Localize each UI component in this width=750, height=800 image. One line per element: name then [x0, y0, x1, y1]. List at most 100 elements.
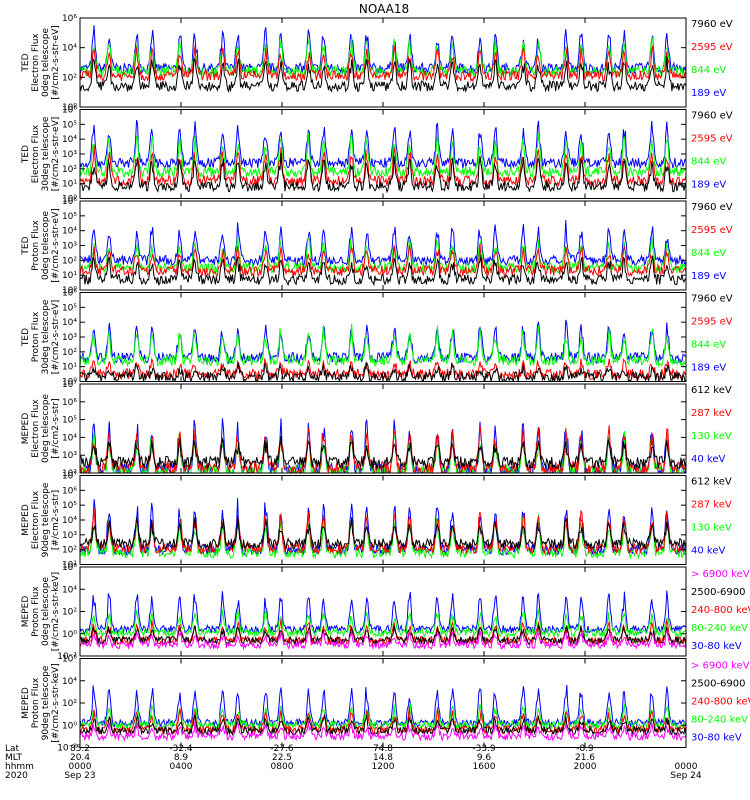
- y-tick-label: 10²: [62, 256, 77, 266]
- series-line-5-3: [80, 430, 686, 473]
- y-tick-label: 10⁴: [62, 318, 77, 328]
- y-tick-label: 10⁰: [62, 103, 77, 113]
- series-line-5-2: [80, 425, 686, 473]
- legend-entry: 7960 eV: [691, 202, 733, 213]
- y-tick-label: 10⁰: [62, 721, 77, 731]
- x-tick-label-date: Sep 23: [64, 771, 95, 781]
- legend-entry: 612 keV: [691, 385, 732, 396]
- x-tick-label-mlt: 21.6: [575, 753, 595, 763]
- y-tick-label: 10⁷: [62, 472, 77, 482]
- legend-entry: 287 keV: [691, 408, 732, 419]
- legend-entry: 2595 eV: [691, 317, 733, 328]
- y-tick-label: 10³: [62, 451, 77, 461]
- x-tick-label-mlt: 20.4: [70, 753, 90, 763]
- series-line-2-3: [80, 132, 686, 179]
- legend-entry: 40 keV: [691, 454, 725, 465]
- series-line-3-1: [80, 254, 686, 287]
- y-tick-label: 10²: [62, 165, 77, 175]
- x-tick-label-date: Sep 24: [670, 771, 702, 781]
- y-axis-label: TEDProton Flux0deg telescope[#/cm2-s-str…: [21, 208, 61, 283]
- legend-entry: 844 eV: [691, 157, 726, 168]
- y-tick-label: 10⁴: [62, 677, 77, 687]
- series-line-8-5: [80, 684, 686, 729]
- legend-entry: 189 eV: [691, 88, 726, 99]
- y-tick-label: 10⁴: [62, 585, 77, 595]
- legend-entry: 240-800 keV: [691, 605, 750, 616]
- y-tick-label: 10⁶: [62, 655, 77, 665]
- legend-entry: 2595 eV: [691, 42, 733, 53]
- series-line-1-1: [80, 56, 686, 94]
- panel-frame: [79, 292, 687, 382]
- x-tick-label-mlt: 8.9: [174, 753, 189, 763]
- x-tick-label-hhmm: 0000: [675, 762, 698, 772]
- series-line-1-2: [80, 44, 686, 83]
- series-line-8-4: [80, 702, 686, 731]
- panel-frame: [79, 383, 687, 474]
- legend-entry: 189 eV: [691, 180, 726, 191]
- series-line-8-1: [80, 720, 686, 742]
- legend-entry: 2595 eV: [691, 134, 733, 145]
- y-tick-label: 10³: [62, 150, 77, 160]
- y-tick-label: 10⁵: [62, 212, 77, 222]
- legend-entry: 80-240 keV: [691, 623, 748, 634]
- series-line-2-1: [80, 153, 686, 194]
- x-tick-label-lat: -8.9: [576, 744, 594, 754]
- panel-frame: [79, 17, 687, 108]
- y-tick-label: 10²: [62, 73, 77, 83]
- y-tick-label: 10²: [62, 608, 77, 618]
- y-tick-label: 10⁶: [62, 486, 77, 496]
- y-tick-label: 10³: [62, 242, 77, 252]
- legend-entry: 2500-6900: [691, 679, 746, 690]
- legend-entry: > 6900 keV: [691, 569, 750, 580]
- y-tick-label: 10⁶: [62, 14, 77, 24]
- legend-entry: 844 eV: [691, 248, 726, 259]
- y-axis-label: TEDElectron Flux30deg telescope[#/cm2-s-…: [21, 116, 61, 191]
- legend-entry: 844 eV: [691, 65, 726, 76]
- series-line-7-5: [80, 590, 686, 635]
- y-tick-label: 10¹: [62, 271, 77, 281]
- panel-frame: [79, 658, 687, 748]
- x-tick-label-lat: 74.8: [373, 744, 393, 754]
- y-tick-label: 10⁵: [62, 501, 77, 511]
- x-tick-label-lat: -32.4: [169, 744, 193, 754]
- series-line-2-4: [80, 119, 686, 170]
- y-axis-label: TEDElectron Flux0deg telescope[#/cm2-s-s…: [21, 25, 61, 100]
- y-tick-label: 10⁴: [62, 433, 77, 443]
- legend-entry: 7960 eV: [691, 111, 733, 122]
- legend-entry: 130 keV: [691, 523, 732, 534]
- y-tick-label: 10⁰: [62, 195, 77, 205]
- y-axis-label: MEPEDProton Flux0deg telescope[#/cm2-s-s…: [21, 572, 61, 651]
- legend-entry: 287 keV: [691, 500, 732, 511]
- legend-entry: 30-80 keV: [691, 733, 742, 744]
- x-tick-label-hhmm: 0800: [271, 762, 294, 772]
- series-line-1-3: [80, 36, 686, 78]
- y-tick-label: 10¹: [62, 363, 77, 373]
- x-row-label: hhmm: [5, 762, 34, 772]
- y-tick-label: 10⁵: [62, 120, 77, 130]
- y-axis-label: MEPEDElectron Flux90deg telescope[#/cm2-…: [21, 482, 61, 557]
- legend-entry: 40 keV: [691, 546, 725, 557]
- legend-entry: > 6900 keV: [691, 661, 750, 672]
- y-tick-label: 10⁴: [62, 135, 77, 145]
- chart-title: NOAA18: [359, 2, 409, 16]
- series-line-8-2: [80, 714, 686, 737]
- series-line-8-3: [80, 706, 686, 736]
- x-tick-label-hhmm: 0000: [69, 762, 92, 772]
- y-tick-label: 10⁴: [62, 516, 77, 526]
- series-line-7-4: [80, 609, 686, 639]
- series-line-3-3: [80, 235, 686, 275]
- x-tick-label-hhmm: 2000: [574, 762, 597, 772]
- series-line-3-4: [80, 220, 686, 267]
- series-line-6-2: [80, 508, 686, 556]
- x-row-label: MLT: [5, 753, 23, 763]
- y-tick-label: 10²: [62, 699, 77, 709]
- x-row-label: 2020: [5, 771, 28, 781]
